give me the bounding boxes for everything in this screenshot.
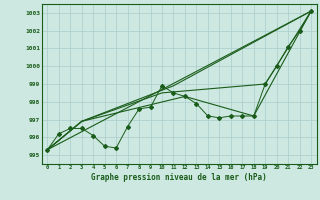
X-axis label: Graphe pression niveau de la mer (hPa): Graphe pression niveau de la mer (hPa) — [91, 173, 267, 182]
